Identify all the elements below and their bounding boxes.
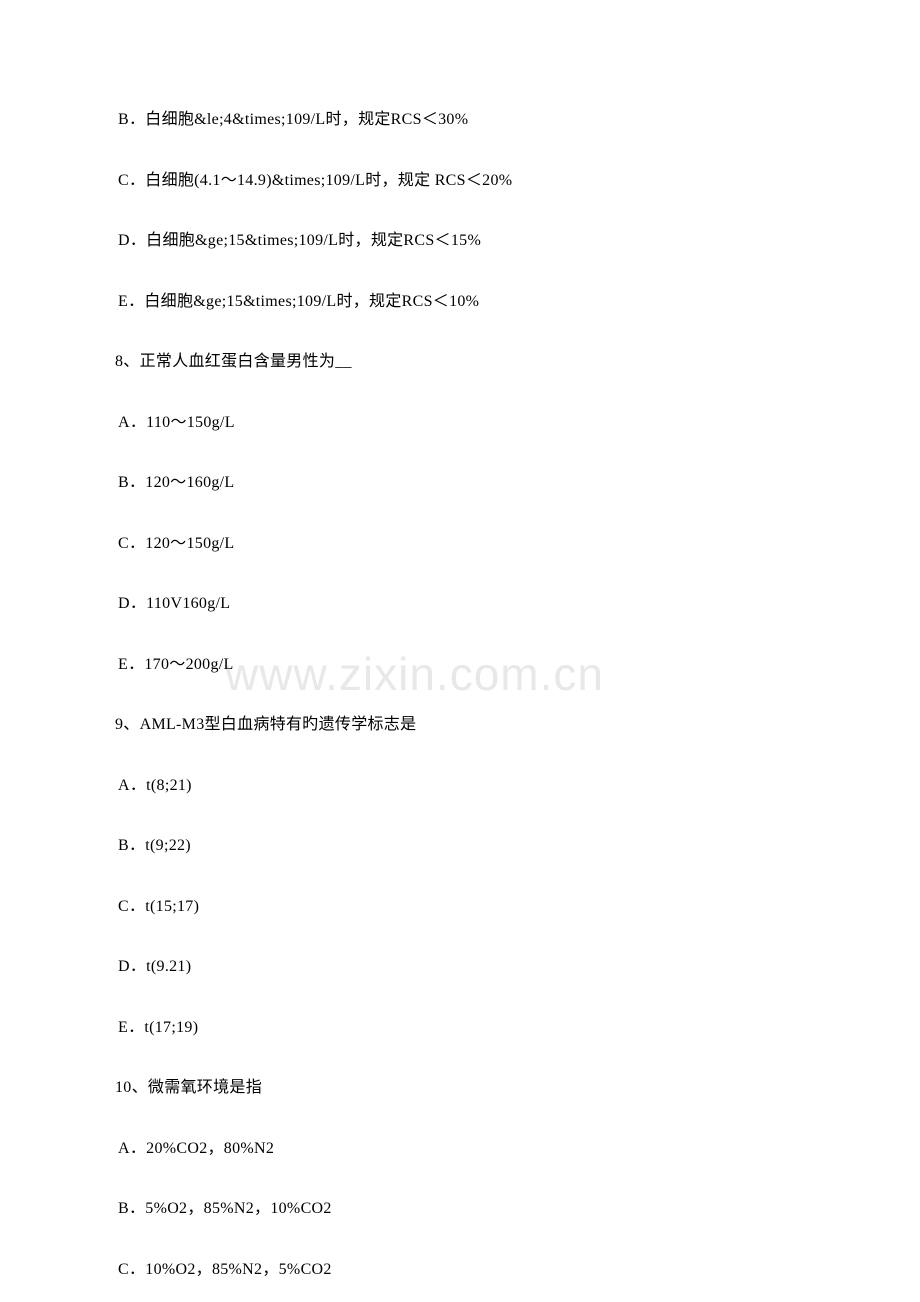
option-text: D．110V160g/L xyxy=(118,589,920,613)
option-text: B．5%O2，85%N2，10%CO2 xyxy=(118,1194,920,1218)
option-text: E．170～200g/L xyxy=(118,650,920,674)
option-text: C．白细胞(4.1～14.9)&times;109/L时，规定 RCS＜20% xyxy=(118,166,920,190)
option-text: B．t(9;22) xyxy=(118,831,920,855)
option-text: C．t(15;17) xyxy=(118,892,920,916)
document-content: B．白细胞&le;4&times;109/L时，规定RCS＜30% C．白细胞(… xyxy=(118,105,920,1279)
option-text: A．t(8;21) xyxy=(118,771,920,795)
question-text: 8、正常人血红蛋白含量男性为__ xyxy=(115,347,920,371)
option-text: A．20%CO2，80%N2 xyxy=(118,1134,920,1158)
option-text: E．白细胞&ge;15&times;109/L时，规定RCS＜10% xyxy=(118,287,920,311)
option-text: A．110～150g/L xyxy=(118,408,920,432)
option-text: D．t(9.21) xyxy=(118,952,920,976)
option-text: C．10%O2，85%N2，5%CO2 xyxy=(118,1255,920,1279)
option-text: C．120～150g/L xyxy=(118,529,920,553)
question-text: 9、AML-M3型白血病特有旳遗传学标志是 xyxy=(115,710,920,734)
question-text: 10、微需氧环境是指 xyxy=(115,1073,920,1097)
option-text: B．白细胞&le;4&times;109/L时，规定RCS＜30% xyxy=(118,105,920,129)
option-text: D．白细胞&ge;15&times;109/L时，规定RCS＜15% xyxy=(118,226,920,250)
option-text: B．120～160g/L xyxy=(118,468,920,492)
option-text: E．t(17;19) xyxy=(118,1013,920,1037)
